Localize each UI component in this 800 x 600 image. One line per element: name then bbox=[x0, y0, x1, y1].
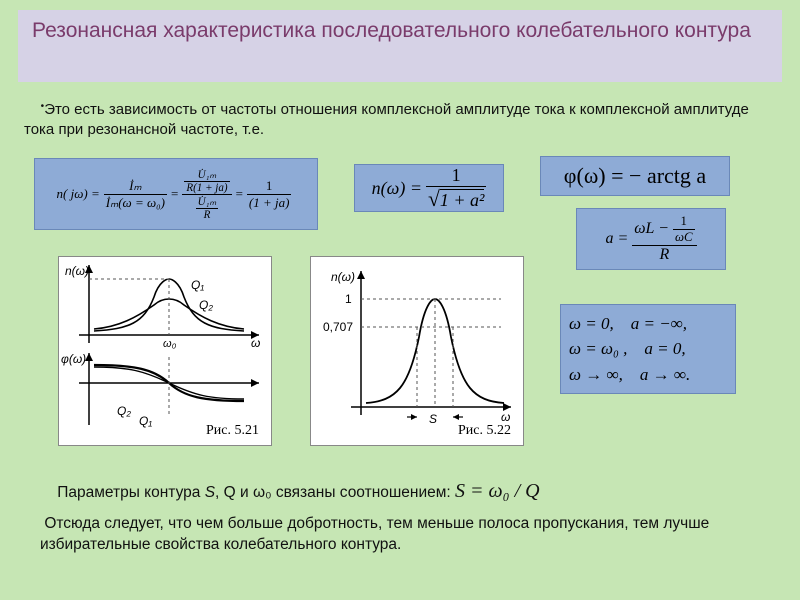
formula-njw: n( jω) = İₘ İₘ(ω = ω₀) = U̇₁ₘ R(1 + ja) … bbox=[34, 158, 318, 230]
fig521-y1: n(ω) bbox=[65, 264, 89, 278]
fig522-s: S bbox=[429, 412, 437, 426]
fig522-t1: 1 bbox=[345, 292, 352, 306]
params-line: Параметры контура S, Q и ω₀ связаны соот… bbox=[40, 478, 760, 505]
a-lhs: a = bbox=[605, 230, 628, 248]
formula-phi: φ(ω) = − arctg a bbox=[540, 156, 730, 196]
a-frac: ωL − 1 ωC R bbox=[632, 214, 696, 264]
fig522-x: ω bbox=[501, 410, 510, 424]
lim-line-2: ω = ω₀ , a = 0, bbox=[569, 336, 686, 362]
a-bot: R bbox=[632, 246, 696, 264]
phi-text: φ(ω) = − arctg a bbox=[564, 163, 706, 189]
fig522-caption: Рис. 5.22 bbox=[458, 423, 511, 439]
fig521-y2: φ(ω) bbox=[61, 352, 86, 366]
frac2-top: U̇₁ₘ R(1 + ja) bbox=[182, 168, 231, 195]
fig521-caption: Рис. 5.21 bbox=[206, 423, 259, 439]
lim-line-3: ω → ∞, a → ∞. bbox=[569, 362, 690, 388]
frac3-top: 1 bbox=[247, 178, 292, 195]
formula-njw-frac2: U̇₁ₘ R(1 + ja) U̇₁ₘ R bbox=[182, 168, 231, 221]
formula-nw-lhs: n(ω) = bbox=[372, 178, 422, 199]
formula-nw-frac: 1 √1 + a² bbox=[426, 165, 486, 212]
formula-nw: n(ω) = 1 √1 + a² bbox=[354, 164, 504, 212]
frac2-bot: U̇₁ₘ R bbox=[182, 195, 231, 221]
figure-521-svg: n(ω) Q₁ Q₂ ω₀ ω φ(ω) Q₂ bbox=[59, 257, 271, 445]
intro-text: •Это есть зависимость от частоты отношен… bbox=[24, 100, 776, 141]
a-top: ωL − 1 ωC bbox=[632, 214, 696, 246]
fig521-q2: Q₂ bbox=[199, 298, 213, 312]
params-pre: Параметры контура bbox=[57, 484, 204, 501]
relation-formula: S = ω₀ / Q bbox=[455, 480, 540, 502]
nw-bot: √1 + a² bbox=[426, 187, 486, 212]
fig521-q1b: Q₁ bbox=[139, 414, 152, 428]
conclusion-body: Отсюда следует, что чем больше добротнос… bbox=[40, 515, 709, 553]
formula-a: a = ωL − 1 ωC R bbox=[576, 208, 726, 270]
slide-title: Резонансная характеристика последователь… bbox=[18, 10, 782, 82]
lim-line-1: ω = 0, a = −∞, bbox=[569, 311, 687, 337]
conclusion-text: Отсюда следует, что чем больше добротнос… bbox=[40, 514, 760, 556]
eq-sign-2: = bbox=[236, 186, 243, 202]
params-mid: , Q и ω₀ связаны соотношением: bbox=[215, 484, 455, 501]
frac1-bot: İₘ(ω = ω₀) bbox=[104, 195, 167, 211]
figure-522: n(ω) 1 0,707 S ω Рис bbox=[310, 256, 524, 446]
fig522-y: n(ω) bbox=[331, 270, 355, 284]
figure-522-svg: n(ω) 1 0,707 S ω bbox=[311, 257, 523, 445]
params-S: S bbox=[205, 484, 215, 501]
formula-limits: ω = 0, a = −∞, ω = ω₀ , a = 0, ω → ∞, a … bbox=[560, 304, 736, 394]
fig521-q2b: Q₂ bbox=[117, 404, 131, 418]
fig521-q1: Q₁ bbox=[191, 278, 204, 292]
intro-body: Это есть зависимость от частоты отношени… bbox=[24, 101, 749, 138]
title-text: Резонансная характеристика последователь… bbox=[32, 19, 751, 42]
slide: Резонансная характеристика последователь… bbox=[0, 0, 800, 600]
frac1-top: İₘ bbox=[104, 178, 167, 195]
frac3-bot: (1 + ja) bbox=[247, 195, 292, 211]
nw-top: 1 bbox=[426, 165, 486, 187]
figure-521: n(ω) Q₁ Q₂ ω₀ ω φ(ω) Q₂ bbox=[58, 256, 272, 446]
formula-njw-frac3: 1 (1 + ja) bbox=[247, 178, 292, 211]
fig522-t2: 0,707 bbox=[323, 320, 353, 334]
formula-njw-lhs: n( jω) = bbox=[57, 186, 100, 202]
fig521-w0: ω₀ bbox=[163, 338, 177, 350]
fig521-x: ω bbox=[251, 336, 260, 350]
formula-njw-frac1: İₘ İₘ(ω = ω₀) bbox=[104, 178, 167, 211]
eq-sign-1: = bbox=[171, 186, 178, 202]
slide-content: •Это есть зависимость от частоты отношен… bbox=[0, 100, 800, 600]
